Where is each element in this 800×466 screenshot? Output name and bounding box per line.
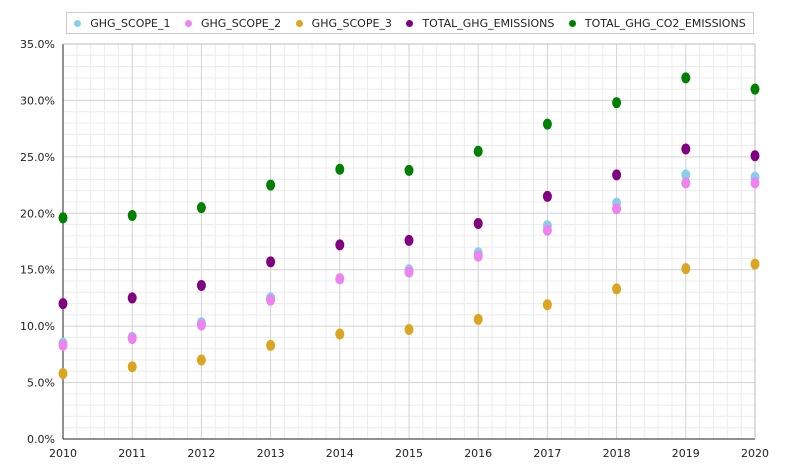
- point-ghg-scope-2: [750, 177, 760, 189]
- legend-item-ghg-scope-2: GHG_SCOPE_2: [184, 16, 282, 30]
- legend-label: GHG_SCOPE_2: [200, 16, 282, 30]
- point-total-ghg-emissions: [542, 190, 552, 202]
- point-ghg-scope-3: [681, 263, 691, 275]
- point-total-ghg-co2-emissions: [750, 83, 760, 95]
- point-ghg-scope-2: [681, 177, 691, 189]
- point-ghg-scope-2: [58, 339, 68, 351]
- y-tick-label: 0.0%: [27, 433, 55, 446]
- point-total-ghg-co2-emissions: [681, 72, 691, 84]
- point-total-ghg-emissions: [750, 150, 760, 162]
- point-total-ghg-emissions: [58, 298, 68, 310]
- legend-item-ghg-scope-1: GHG_SCOPE_1: [74, 17, 170, 30]
- legend-marker: [184, 19, 192, 27]
- legend-marker: [406, 19, 414, 27]
- x-tick-label: 2012: [187, 447, 215, 460]
- point-total-ghg-co2-emissions: [335, 163, 345, 175]
- legend-marker: [568, 19, 576, 27]
- point-ghg-scope-3: [196, 354, 206, 366]
- point-ghg-scope-2: [612, 203, 622, 215]
- point-total-ghg-emissions: [196, 280, 206, 292]
- legend-label: TOTAL_GHG_EMISSIONS: [422, 16, 555, 30]
- point-total-ghg-emissions: [335, 239, 345, 251]
- point-total-ghg-co2-emissions: [404, 164, 414, 176]
- legend-item-total-ghg-co2-emissions: TOTAL_GHG_CO2_EMISSIONS: [568, 16, 746, 30]
- x-tick-label: 2018: [603, 447, 631, 460]
- axes: [62, 43, 756, 440]
- point-ghg-scope-3: [612, 283, 622, 295]
- point-ghg-scope-2: [404, 266, 414, 278]
- point-total-ghg-emissions: [473, 217, 483, 229]
- x-tick-label: 2016: [464, 447, 492, 460]
- x-tick-label: 2013: [257, 447, 285, 460]
- point-ghg-scope-3: [127, 361, 137, 373]
- point-ghg-scope-3: [58, 368, 68, 380]
- point-ghg-scope-2: [196, 319, 206, 331]
- y-tick-label: 15.0%: [20, 264, 55, 277]
- legend-item-ghg-scope-3: GHG_SCOPE_3: [295, 16, 392, 30]
- legend-label: GHG_SCOPE_3: [311, 16, 392, 30]
- x-tick-label: 2017: [533, 447, 561, 460]
- x-tick-label: 2019: [672, 447, 700, 460]
- legend-label: TOTAL_GHG_CO2_EMISSIONS: [584, 16, 746, 30]
- tick-labels: 0.0% 5.0% 10.0% 15.0% 20.0% 25.0% 30.0% 35.0% 20…: [20, 38, 769, 460]
- point-ghg-scope-2: [473, 250, 483, 262]
- point-ghg-scope-2: [266, 294, 276, 306]
- point-total-ghg-co2-emissions: [266, 179, 276, 191]
- point-total-ghg-emissions: [266, 256, 276, 268]
- point-ghg-scope-2: [335, 273, 345, 285]
- point-total-ghg-co2-emissions: [58, 212, 68, 224]
- point-total-ghg-co2-emissions: [612, 97, 622, 109]
- point-total-ghg-emissions: [612, 169, 622, 181]
- point-total-ghg-emissions: [127, 292, 137, 304]
- legend-marker: [74, 19, 82, 27]
- x-tick-label: 2010: [49, 447, 77, 460]
- y-tick-label: 5.0%: [27, 377, 55, 390]
- point-total-ghg-co2-emissions: [196, 202, 206, 214]
- point-total-ghg-co2-emissions: [127, 210, 137, 222]
- data-points: [58, 72, 760, 380]
- chart-legend: GHG_SCOPE_1 GHG_SCOPE_2 GHG_SCOPE_3 TOTA…: [66, 12, 754, 34]
- point-total-ghg-emissions: [404, 234, 414, 246]
- point-ghg-scope-3: [335, 328, 345, 340]
- x-tick-label: 2015: [395, 447, 423, 460]
- legend-item-total-ghg-emissions: TOTAL_GHG_EMISSIONS: [406, 17, 554, 30]
- point-total-ghg-emissions: [681, 143, 691, 155]
- point-ghg-scope-2: [127, 333, 137, 345]
- y-tick-label: 20.0%: [20, 207, 55, 220]
- y-tick-label: 25.0%: [20, 151, 55, 164]
- point-ghg-scope-1: [681, 169, 691, 181]
- y-tick-label: 30.0%: [20, 94, 55, 107]
- y-tick-label: 35.0%: [20, 38, 55, 51]
- point-ghg-scope-3: [404, 324, 414, 336]
- point-ghg-scope-3: [750, 258, 760, 270]
- point-total-ghg-co2-emissions: [473, 145, 483, 157]
- y-tick-label: 10.0%: [20, 320, 55, 333]
- x-tick-label: 2014: [326, 447, 354, 460]
- legend-marker: [295, 19, 303, 27]
- point-ghg-scope-3: [473, 313, 483, 325]
- legend-label: GHG_SCOPE_1: [90, 16, 171, 30]
- point-ghg-scope-3: [266, 339, 276, 351]
- x-tick-label: 2011: [118, 447, 146, 460]
- point-total-ghg-co2-emissions: [542, 118, 552, 130]
- point-ghg-scope-3: [542, 299, 552, 311]
- point-ghg-scope-2: [542, 224, 552, 236]
- x-tick-label: 2020: [741, 447, 769, 460]
